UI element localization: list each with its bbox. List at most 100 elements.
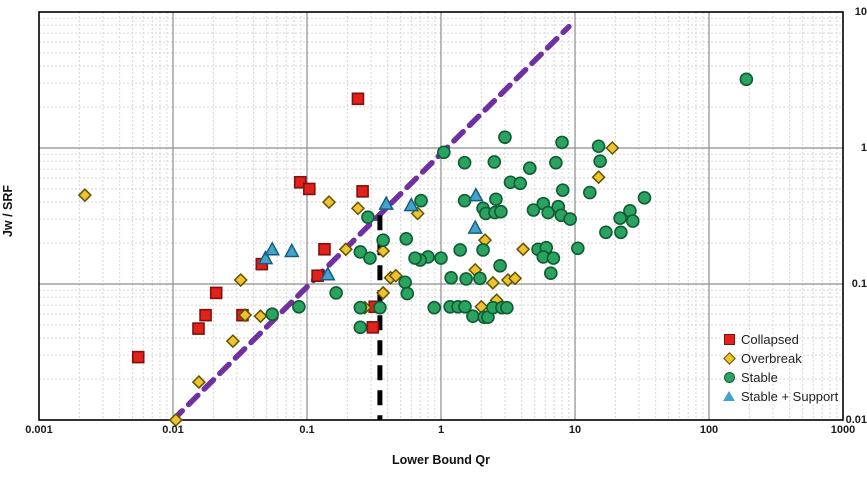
point-stable-support (378, 195, 394, 210)
legend-item-overbreak: Overbreak (723, 349, 838, 368)
point-stable-support (403, 197, 420, 212)
point-stable (444, 271, 458, 285)
point-stable (353, 300, 368, 315)
point-stable-support (467, 219, 483, 234)
point-stable (399, 231, 414, 246)
point-collapsed (351, 92, 365, 106)
stable-circle-icon (723, 371, 736, 384)
point-overbreak (225, 334, 240, 349)
point-stable (329, 286, 343, 300)
point-collapsed (302, 182, 316, 196)
point-overbreak (605, 140, 620, 156)
x-tick-label: 10 (568, 424, 582, 436)
legend-label: Overbreak (741, 351, 802, 366)
legend-item-stable-support: Stable + Support (723, 387, 838, 406)
stable-support-triangle-icon (723, 390, 736, 403)
point-overbreak (338, 242, 353, 257)
point-stable (373, 300, 387, 315)
point-stable (292, 299, 306, 314)
x-tick-label: 0.01 (162, 424, 184, 436)
point-stable (513, 176, 528, 191)
point-stable-support (264, 241, 280, 256)
x-tick-label: 1 (437, 424, 445, 436)
point-stable (427, 300, 442, 315)
point-stable (571, 241, 585, 256)
point-overbreak (168, 412, 183, 428)
point-stable (400, 286, 415, 301)
point-stable-support (468, 187, 484, 202)
point-stable (613, 211, 627, 225)
point-stable (459, 272, 473, 286)
y-tick-label: 0.01 (845, 414, 867, 426)
point-stable (487, 155, 502, 169)
point-stable (498, 130, 512, 145)
point-stable (361, 210, 375, 224)
point-overbreak (321, 195, 337, 210)
overbreak-diamond-icon (723, 352, 736, 365)
point-overbreak (376, 243, 391, 259)
legend-label: Stable + Support (741, 389, 839, 404)
point-stable (493, 259, 507, 273)
point-stable (563, 212, 577, 226)
point-stable (476, 243, 490, 257)
point-stable (353, 245, 368, 259)
point-stable (555, 183, 570, 197)
point-stable (541, 205, 555, 220)
point-stable (599, 225, 613, 240)
point-stable (414, 193, 428, 208)
point-overbreak (507, 271, 523, 286)
legend-item-collapsed: Collapsed (723, 330, 838, 349)
point-stable (458, 299, 472, 314)
point-stable (555, 135, 569, 150)
point-stable (583, 185, 597, 200)
point-stable (614, 225, 628, 240)
point-stable (363, 251, 377, 265)
x-tick-label: 0.1 (299, 424, 315, 436)
point-overbreak (238, 308, 253, 323)
point-collapsed (293, 175, 307, 189)
point-stable (437, 145, 451, 160)
point-overbreak (233, 272, 248, 288)
point-overbreak (77, 188, 92, 203)
y-tick-label: 10 (854, 6, 867, 18)
point-stable (637, 191, 652, 205)
point-overbreak (591, 170, 606, 185)
point-stable (353, 320, 368, 335)
point-overbreak (516, 242, 531, 257)
diagonal-dashed-line (170, 23, 572, 423)
point-stable (523, 161, 537, 176)
point-stable-support (257, 250, 274, 265)
x-tick-label: 100 (699, 424, 719, 436)
point-stable (544, 266, 558, 281)
point-stable (434, 251, 448, 265)
point-stable (489, 192, 503, 207)
point-overbreak (350, 201, 366, 216)
y-axis-title: Jw / SRF (1, 184, 15, 238)
point-stable (453, 243, 467, 257)
point-overbreak (253, 309, 268, 324)
point-stable (526, 203, 541, 217)
point-collapsed (356, 185, 369, 198)
x-axis-title: Lower Bound Qr (392, 453, 490, 467)
legend: Collapsed Overbreak Stable Stable + Supp… (723, 330, 838, 406)
point-stable (546, 251, 561, 265)
point-collapsed (199, 308, 212, 322)
point-overbreak (376, 285, 391, 300)
point-stable (739, 72, 754, 87)
x-tick-label: 1000 (830, 424, 856, 436)
point-stable (376, 233, 390, 247)
point-stable-support (284, 242, 300, 258)
point-stable (591, 139, 606, 154)
point-overbreak (410, 206, 425, 221)
x-tick-label: 0.001 (25, 424, 53, 436)
point-overbreak (485, 275, 500, 290)
point-collapsed (318, 242, 331, 256)
point-overbreak (191, 375, 206, 390)
point-overbreak (388, 268, 403, 283)
point-stable (626, 214, 640, 228)
legend-label: Stable (741, 370, 778, 385)
legend-item-stable: Stable (723, 368, 838, 387)
point-stable (457, 155, 472, 170)
